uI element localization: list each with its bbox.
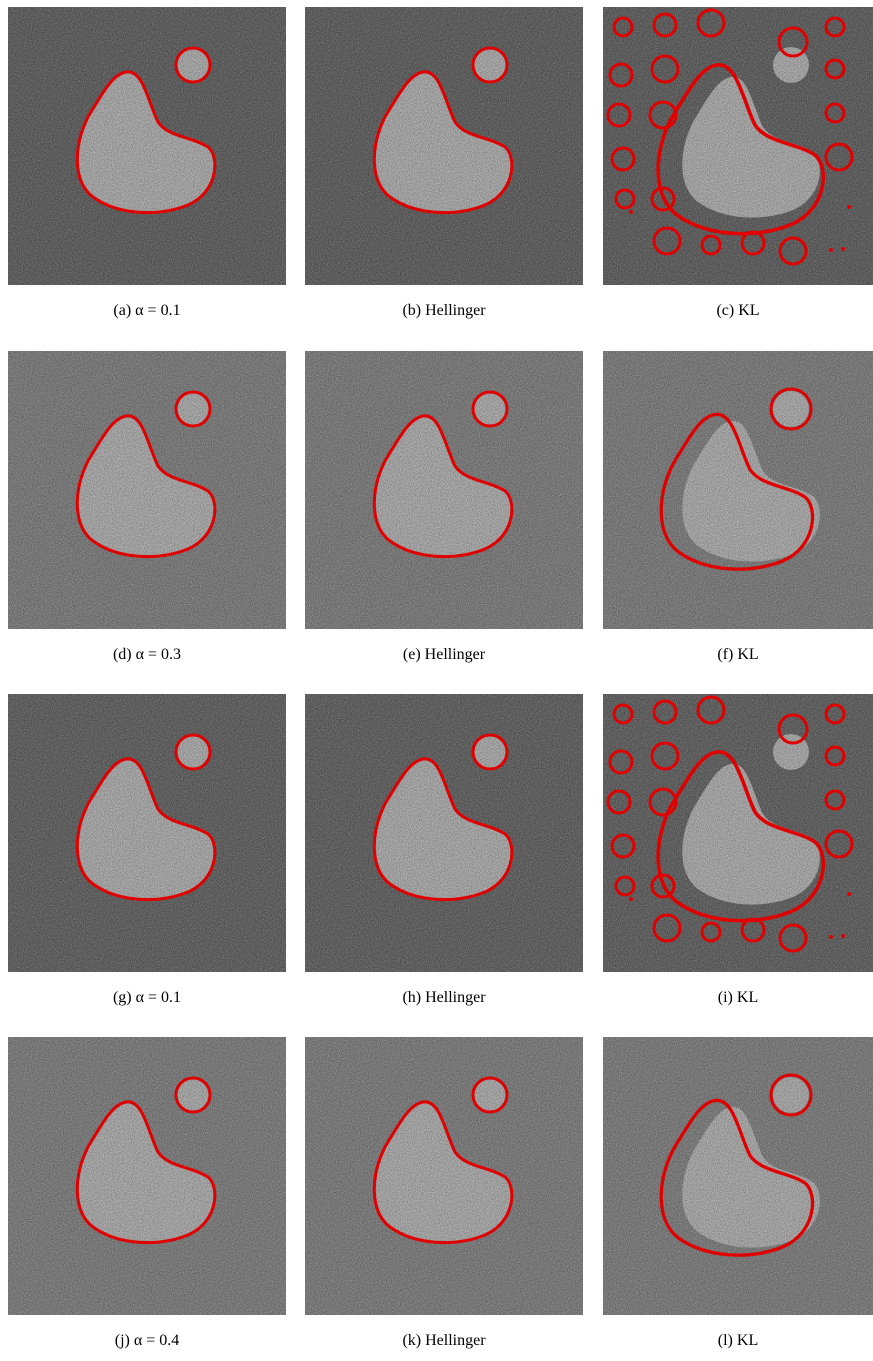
contour xyxy=(769,387,813,431)
panel-caption: (i) KL xyxy=(718,989,758,1006)
spurious-contour xyxy=(608,749,634,775)
panel-caption: (b) Hellinger xyxy=(402,302,486,319)
panel xyxy=(8,694,286,972)
contour xyxy=(471,46,509,84)
spurious-contour xyxy=(650,186,676,212)
contour xyxy=(777,713,809,745)
spurious-contour xyxy=(696,695,726,725)
panel xyxy=(603,7,873,285)
noise xyxy=(603,694,873,972)
noise xyxy=(305,351,583,629)
noise xyxy=(603,7,873,285)
panel xyxy=(603,1037,873,1315)
spurious-contour xyxy=(606,102,632,128)
noise xyxy=(305,1037,583,1315)
spurious-contour xyxy=(650,873,676,899)
spurious-contour xyxy=(629,897,633,901)
spurious-contour xyxy=(652,699,678,725)
contour xyxy=(777,26,809,58)
spurious-contour xyxy=(841,934,845,938)
panel xyxy=(305,351,583,629)
panel-caption: (e) Hellinger xyxy=(403,646,486,663)
spurious-contour xyxy=(610,146,636,172)
spurious-contour xyxy=(650,54,680,84)
noise xyxy=(305,7,583,285)
noise xyxy=(8,7,286,285)
spurious-contour xyxy=(606,789,632,815)
spurious-contour xyxy=(610,833,636,859)
panel xyxy=(305,7,583,285)
spurious-contour xyxy=(614,188,636,210)
spurious-contour xyxy=(841,247,845,251)
spurious-contour xyxy=(824,102,846,124)
panel-caption: (h) Hellinger xyxy=(402,989,486,1006)
spurious-contour xyxy=(650,741,680,771)
spurious-contour xyxy=(652,226,682,256)
panel xyxy=(305,694,583,972)
spurious-contour xyxy=(824,703,846,725)
spurious-contour xyxy=(829,935,833,939)
contour xyxy=(769,1073,813,1117)
spurious-contour xyxy=(612,703,634,725)
spurious-contour xyxy=(614,875,636,897)
spurious-contour xyxy=(648,787,678,817)
noise xyxy=(8,694,286,972)
spurious-contour xyxy=(824,829,854,859)
spurious-contour xyxy=(778,923,808,953)
contour xyxy=(174,46,212,84)
spurious-contour xyxy=(740,230,766,256)
spurious-contour xyxy=(740,917,766,943)
spurious-contour xyxy=(629,210,633,214)
panel xyxy=(8,351,286,629)
spurious-contour xyxy=(847,892,851,896)
spurious-contour xyxy=(824,16,846,38)
panel xyxy=(305,1037,583,1315)
contour xyxy=(471,390,509,428)
spurious-contour xyxy=(612,16,634,38)
contour xyxy=(174,390,212,428)
spurious-contour xyxy=(847,205,851,209)
spurious-contour xyxy=(824,745,846,767)
panel xyxy=(8,1037,286,1315)
noise xyxy=(8,351,286,629)
panel-caption: (d) α = 0.3 xyxy=(113,646,181,663)
contour xyxy=(471,1076,509,1114)
spurious-contour xyxy=(829,248,833,252)
spurious-contour xyxy=(648,100,678,130)
panel-caption: (g) α = 0.1 xyxy=(113,989,181,1006)
spurious-contour xyxy=(778,236,808,266)
panel xyxy=(8,7,286,285)
spurious-contour xyxy=(652,12,678,38)
panel xyxy=(603,694,873,972)
panel-caption: (j) α = 0.4 xyxy=(115,1332,180,1349)
contour xyxy=(174,733,212,771)
panel-caption: (k) Hellinger xyxy=(402,1332,486,1349)
noise xyxy=(603,1037,873,1315)
spurious-contour xyxy=(696,8,726,38)
contour xyxy=(174,1076,212,1114)
spurious-contour xyxy=(824,789,846,811)
spurious-contour xyxy=(824,58,846,80)
panel-caption: (c) KL xyxy=(716,302,759,319)
panel xyxy=(603,351,873,629)
spurious-contour xyxy=(824,142,854,172)
panel-caption: (l) KL xyxy=(718,1332,758,1349)
spurious-contour xyxy=(608,62,634,88)
noise xyxy=(8,1037,286,1315)
noise xyxy=(603,351,873,629)
noise xyxy=(305,694,583,972)
panel-caption: (a) α = 0.1 xyxy=(113,302,180,319)
spurious-contour xyxy=(652,913,682,943)
spurious-contour xyxy=(700,234,722,256)
panel-caption: (f) KL xyxy=(717,646,758,663)
contour xyxy=(471,733,509,771)
spurious-contour xyxy=(700,921,722,943)
